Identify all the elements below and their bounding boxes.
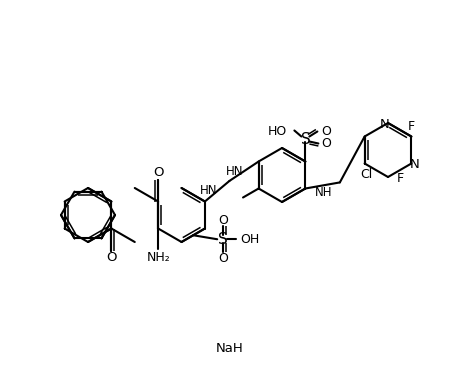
Text: N: N — [409, 158, 419, 171]
Text: O: O — [219, 252, 228, 265]
Text: HN: HN — [200, 184, 217, 197]
Text: S: S — [301, 132, 310, 147]
Text: S: S — [219, 232, 228, 247]
Text: O: O — [321, 137, 331, 150]
Text: O: O — [219, 214, 228, 227]
Text: N: N — [380, 117, 390, 131]
Text: NH: NH — [315, 186, 332, 199]
Text: OH: OH — [240, 233, 260, 246]
Text: Cl: Cl — [361, 168, 373, 181]
Text: HN: HN — [226, 165, 244, 178]
Text: F: F — [396, 173, 403, 185]
Text: F: F — [408, 120, 415, 133]
Text: NH₂: NH₂ — [146, 251, 170, 264]
Text: O: O — [153, 166, 163, 179]
Text: O: O — [321, 125, 331, 138]
Text: HO: HO — [268, 125, 287, 138]
Text: O: O — [106, 251, 117, 264]
Text: NaH: NaH — [216, 342, 244, 354]
